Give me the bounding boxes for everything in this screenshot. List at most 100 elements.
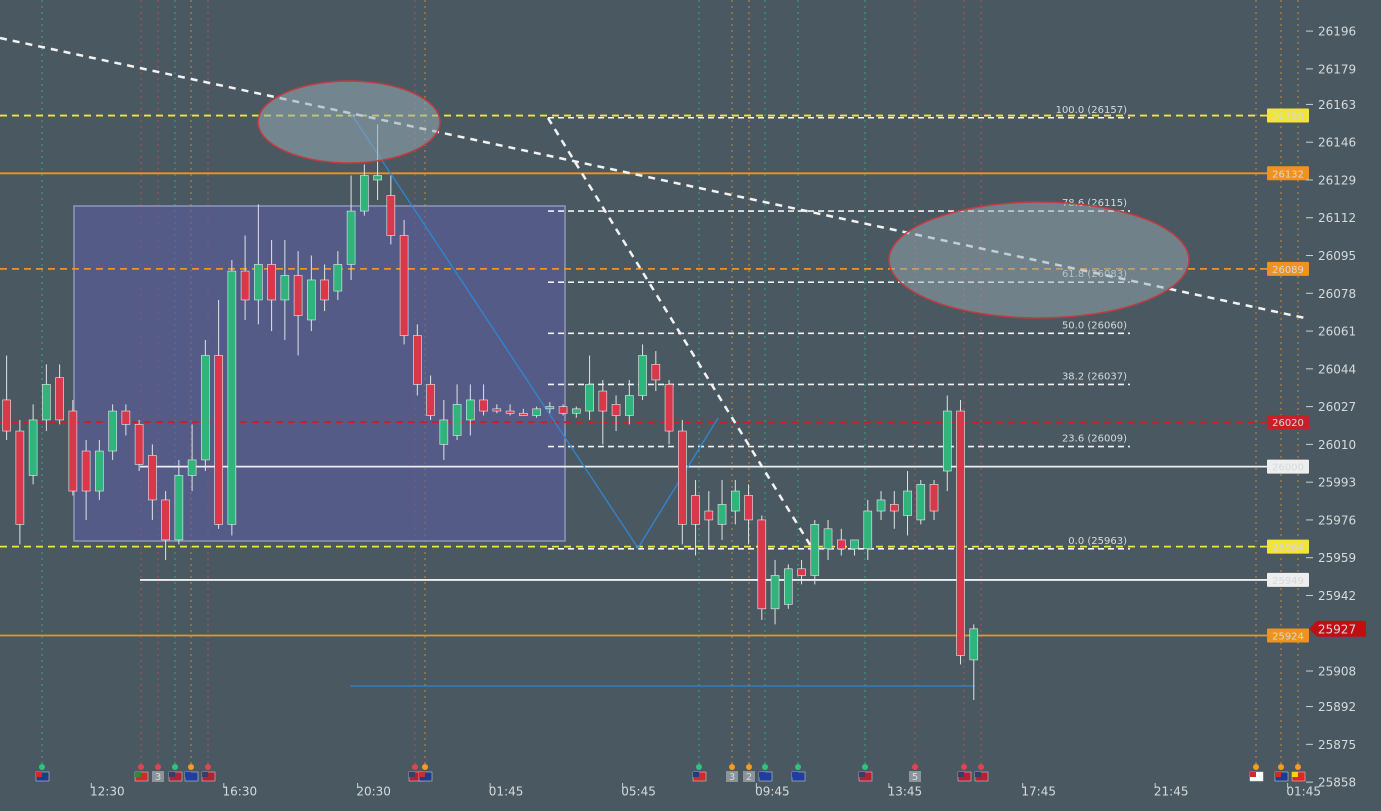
candle-body: [519, 412, 528, 416]
candle-body: [942, 410, 952, 472]
event-flag-detail: [693, 772, 699, 777]
candle-body: [572, 408, 581, 414]
candle-body: [863, 510, 873, 550]
candle-body: [466, 399, 475, 421]
candle-body: [267, 264, 276, 301]
candle-body: [664, 384, 674, 432]
event-flag-detail: [975, 772, 981, 777]
level-badge: [1267, 628, 1309, 643]
event-flag-detail: [135, 772, 141, 777]
candle-body: [810, 524, 820, 576]
candle-body: [373, 175, 382, 181]
level-badge: [1267, 261, 1309, 276]
fib-label: 100.0 (26157): [1056, 105, 1128, 116]
drawings: [349, 111, 975, 687]
candle-body: [876, 499, 886, 512]
x-tick-label: 01:45: [489, 785, 524, 799]
candle-body: [346, 210, 356, 265]
event-badge: [152, 771, 164, 782]
level-badge-text: 26089: [1272, 265, 1304, 276]
candle-body: [850, 539, 859, 550]
candle-body: [320, 279, 329, 301]
candle-body: [15, 430, 25, 525]
candle-body: [95, 450, 104, 492]
x-tick-label: 21:45: [1154, 785, 1189, 799]
y-tick-label: 25858: [1318, 776, 1356, 790]
event-badge: [726, 771, 738, 782]
candle-body: [68, 410, 78, 492]
candle-body: [625, 395, 634, 416]
fib-label: 0.0 (25963): [1068, 536, 1127, 547]
event-dot: [1278, 764, 1284, 770]
candle-body: [797, 568, 806, 576]
candle-body: [399, 235, 409, 336]
candle-body: [731, 490, 740, 512]
y-tick-label: 26179: [1318, 62, 1356, 76]
event-flag-detail: [859, 772, 865, 777]
y-tick-label: 25875: [1318, 738, 1356, 752]
candle-body: [174, 475, 184, 541]
candle-body: [956, 410, 965, 656]
level-badge-text: 25924: [1272, 631, 1304, 642]
event-flag-detail: [1275, 772, 1281, 777]
event-dot: [912, 764, 918, 770]
y-tick-label: 25892: [1318, 700, 1356, 714]
candle-body: [81, 450, 91, 492]
candle-body: [770, 575, 780, 610]
event-badge-text: 3: [155, 772, 161, 783]
candle-body: [187, 459, 197, 476]
candle-body: [783, 568, 793, 605]
candle-body: [585, 384, 594, 412]
fib-label: 38.2 (26037): [1062, 371, 1127, 382]
x-tick-label: 17:45: [1021, 785, 1056, 799]
trend-line: [546, 117, 814, 549]
event-flag-detail: [792, 772, 798, 777]
event-flag-detail: [185, 772, 191, 777]
y-tick-label: 26095: [1318, 249, 1356, 263]
event-dot: [422, 764, 428, 770]
candle-body: [916, 484, 926, 521]
candle-body: [227, 270, 237, 525]
y-tick-label: 26112: [1318, 211, 1356, 225]
candle-body: [452, 404, 462, 436]
candle-body: [280, 275, 290, 301]
x-tick-label: 16:30: [223, 785, 258, 799]
level-badge-text: 25964: [1272, 543, 1304, 554]
y-tick-label: 25993: [1318, 476, 1356, 490]
event-dot: [1295, 764, 1301, 770]
event-dot: [412, 764, 418, 770]
y-tick-label: 25942: [1318, 589, 1356, 603]
candle-body: [148, 455, 157, 501]
candle-body: [903, 490, 912, 516]
candle-body: [757, 519, 767, 610]
y-tick-label: 26027: [1318, 400, 1356, 414]
event-flag-detail: [419, 772, 425, 777]
candle-body: [611, 404, 621, 416]
event-dot: [795, 764, 801, 770]
candle-body: [505, 410, 515, 414]
candle-body: [413, 335, 422, 385]
candle-body: [691, 495, 700, 525]
candle-body: [558, 406, 568, 414]
candle-body: [214, 355, 223, 525]
candle-body: [678, 430, 687, 525]
candle-body: [134, 424, 144, 465]
y-tick-label: 26078: [1318, 287, 1356, 301]
event-flag-detail: [958, 772, 964, 777]
x-tick-label: 09:45: [755, 785, 790, 799]
y-tick-label: 26044: [1318, 362, 1356, 376]
trend-drawings: [0, 36, 1306, 549]
range-box: [73, 205, 566, 542]
event-dot: [1253, 764, 1259, 770]
axes: 26196 26179 26163 26146 26129 26112 26095 26078…: [90, 25, 1366, 799]
candle-body: [545, 406, 555, 410]
y-tick-label: 26129: [1318, 173, 1356, 187]
level-badge: [1267, 539, 1309, 554]
x-tick-label: 13:45: [888, 785, 923, 799]
event-dot: [696, 764, 702, 770]
x-tick-label: 20:30: [356, 785, 391, 799]
event-dot: [188, 764, 194, 770]
candle-body: [479, 399, 488, 412]
candle-body: [293, 275, 303, 316]
